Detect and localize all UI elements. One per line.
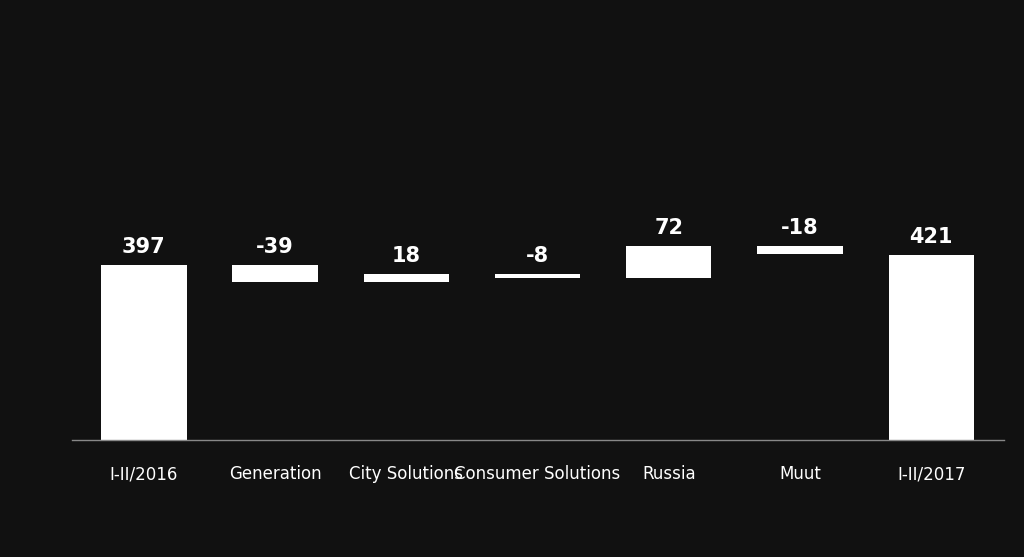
- Bar: [495, 275, 581, 278]
- Text: -18: -18: [781, 218, 819, 238]
- Text: 421: 421: [909, 227, 953, 247]
- Text: -8: -8: [526, 246, 549, 266]
- Text: -39: -39: [256, 237, 294, 257]
- Bar: [758, 246, 843, 254]
- Text: 397: 397: [122, 237, 166, 257]
- Text: 72: 72: [654, 218, 683, 238]
- Bar: [889, 255, 974, 440]
- Bar: [232, 265, 317, 282]
- Bar: [627, 246, 712, 278]
- Bar: [101, 265, 186, 440]
- Bar: [364, 275, 449, 282]
- Text: 18: 18: [392, 246, 421, 266]
